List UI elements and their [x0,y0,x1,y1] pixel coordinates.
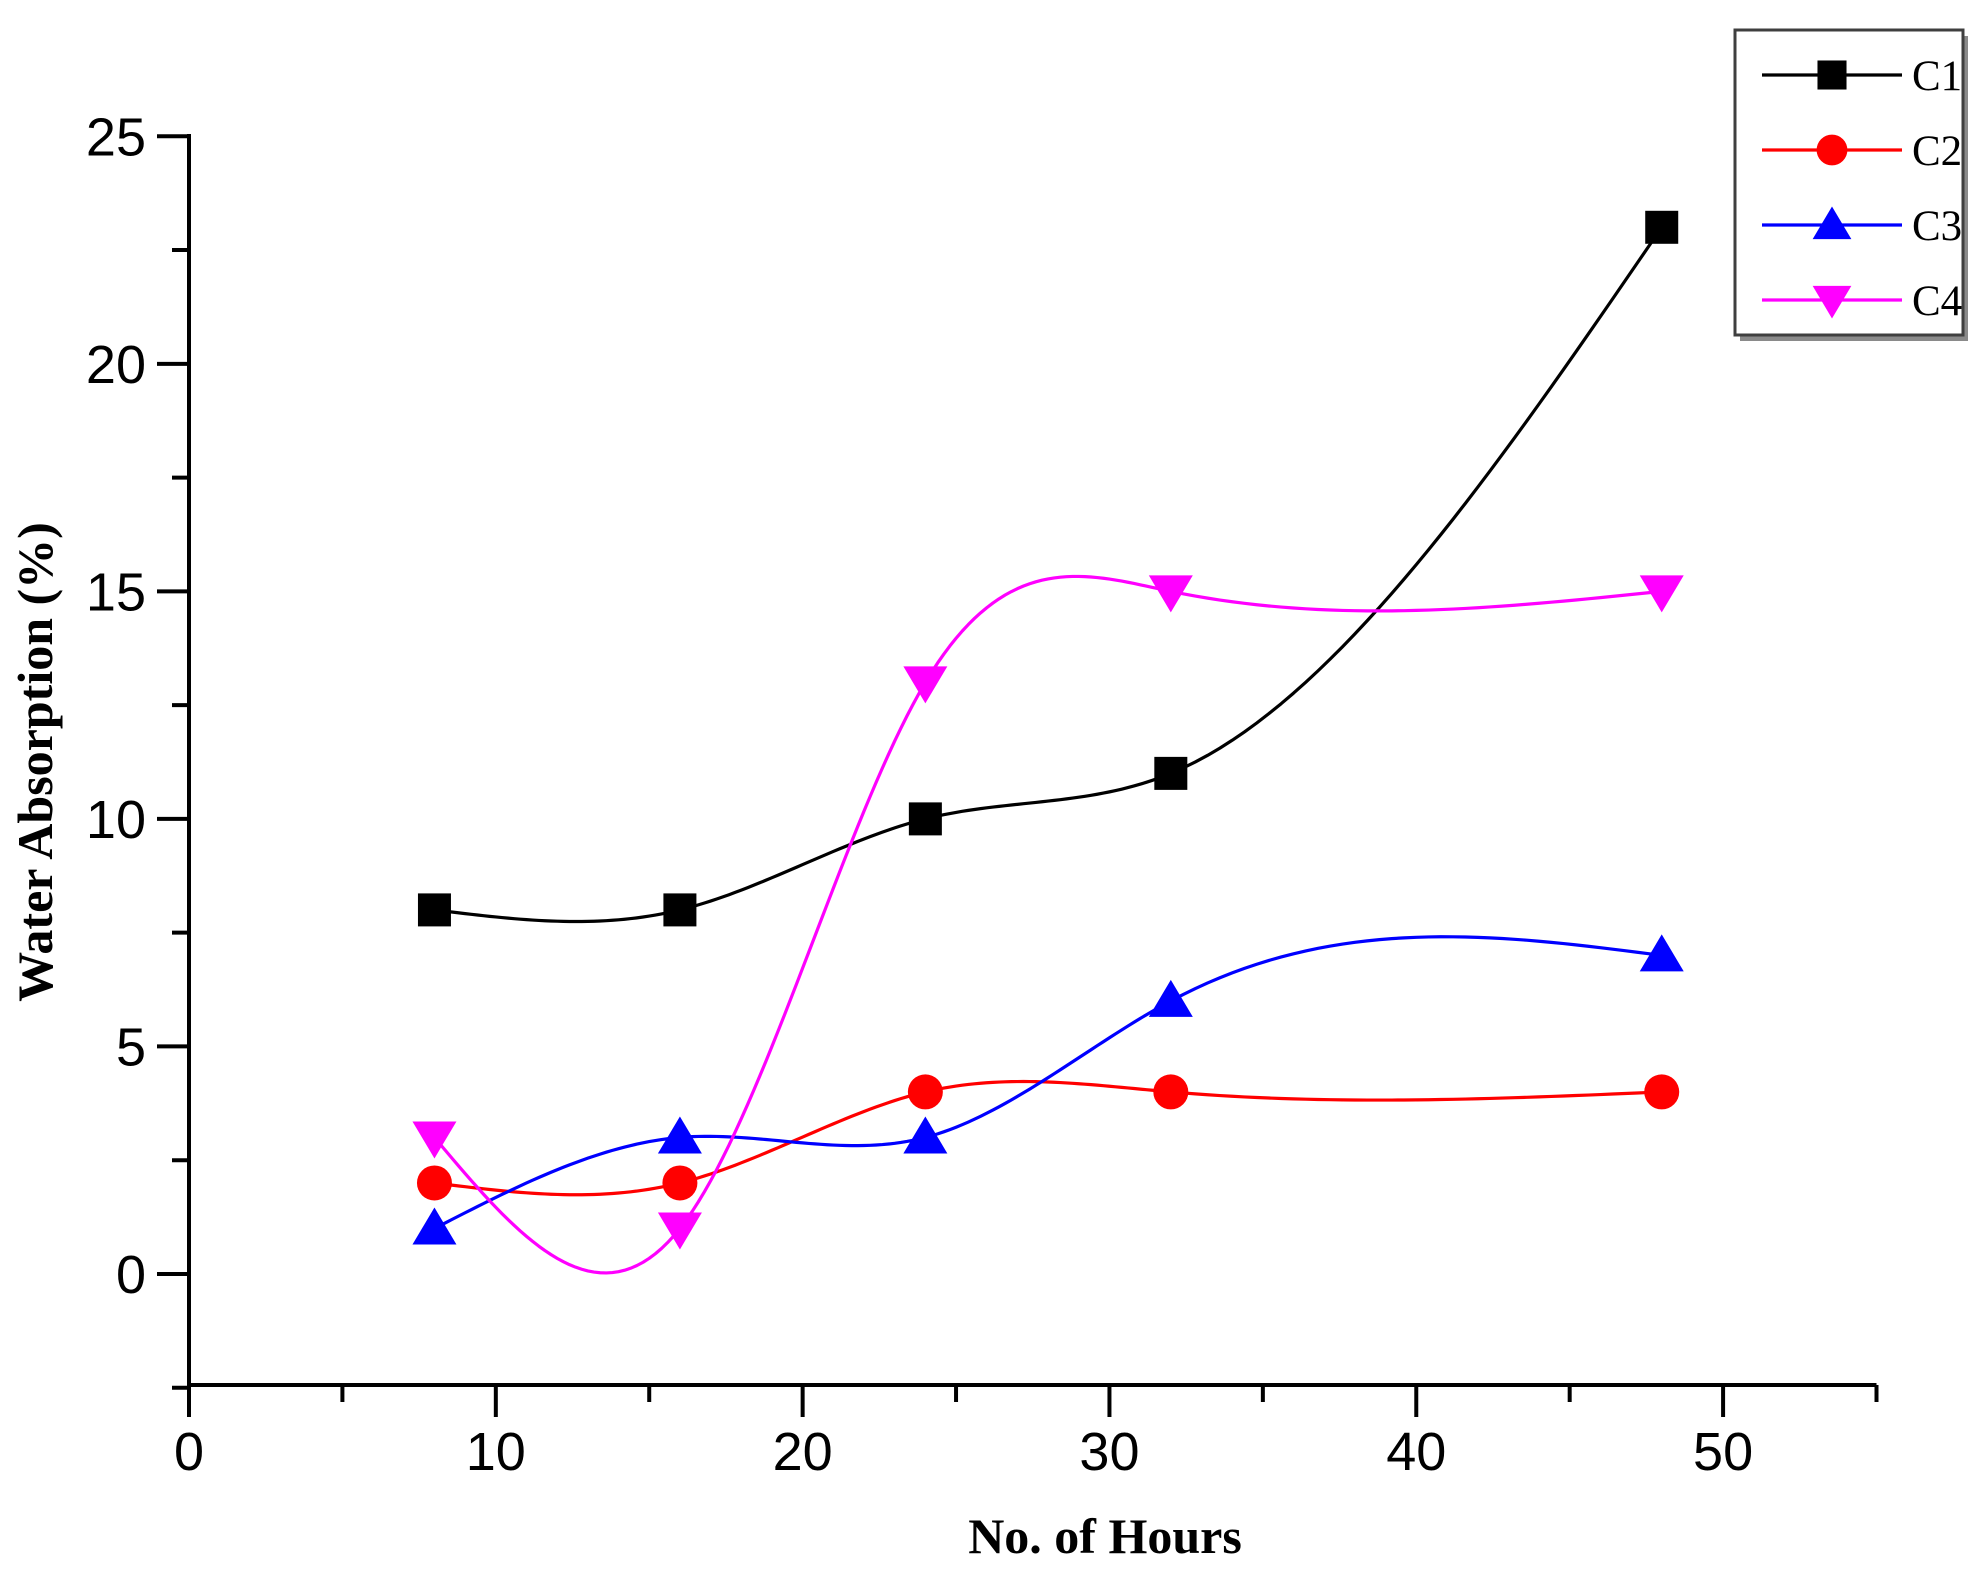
data-point-c1 [417,893,451,927]
y-tick-label: 20 [86,335,146,395]
x-tick-label: 40 [1386,1422,1446,1482]
data-point-c2 [1644,1074,1680,1110]
legend-label-c3: C3 [1912,203,1962,250]
series-line-c4 [432,574,1664,1275]
data-point-c4 [412,1121,457,1159]
data-point-c3 [412,1207,457,1245]
data-point-c3 [657,1116,702,1154]
y-tick-label: 0 [116,1245,146,1305]
y-tick-label: 25 [86,107,146,167]
legend-marker-c3 [1812,206,1852,240]
data-point-c3 [903,1116,948,1154]
x-tick-label: 50 [1693,1422,1753,1482]
legend-label-c2: C2 [1912,128,1962,175]
data-point-c3 [1148,979,1193,1017]
data-point-c4 [903,666,948,704]
y-tick-label: 15 [86,562,146,622]
axes: 0 5 10 15 20 25 0 10 20 30 40 50 [86,107,1879,1482]
data-point-c2 [416,1165,452,1201]
y-tick-label: 5 [116,1017,146,1077]
data-point-c4 [1639,575,1684,613]
x-axis-title: No. of Hours [968,1508,1242,1564]
y-tick-label: 10 [86,790,146,850]
x-tick-label: 0 [174,1422,204,1482]
legend: C1 C2 C3 C4 [1733,28,1968,341]
x-tick-label: 30 [1079,1422,1139,1482]
legend-marker-c4 [1812,285,1852,319]
series-line-c1 [432,225,1664,924]
data-point-c2 [907,1074,943,1110]
series-line-c2 [432,1079,1664,1197]
data-point-c3 [1639,934,1684,972]
data-point-c1 [908,802,942,836]
series-curves [412,210,1684,1275]
data-point-c4 [1148,575,1193,613]
data-point-c2 [1153,1074,1189,1110]
x-tick-label: 10 [466,1422,526,1482]
legend-label-c4: C4 [1912,278,1962,325]
legend-marker-c2 [1816,134,1848,166]
data-point-c1 [1645,210,1679,244]
data-point-c4 [657,1212,702,1250]
x-tick-label: 20 [773,1422,833,1482]
data-point-c1 [663,893,697,927]
legend-marker-c1 [1817,60,1847,90]
legend-box [1733,28,1965,337]
y-axis-title: Water Absorption (%) [7,522,63,1002]
data-point-c2 [662,1165,698,1201]
data-point-c1 [1154,756,1188,790]
legend-label-c1: C1 [1912,53,1962,100]
